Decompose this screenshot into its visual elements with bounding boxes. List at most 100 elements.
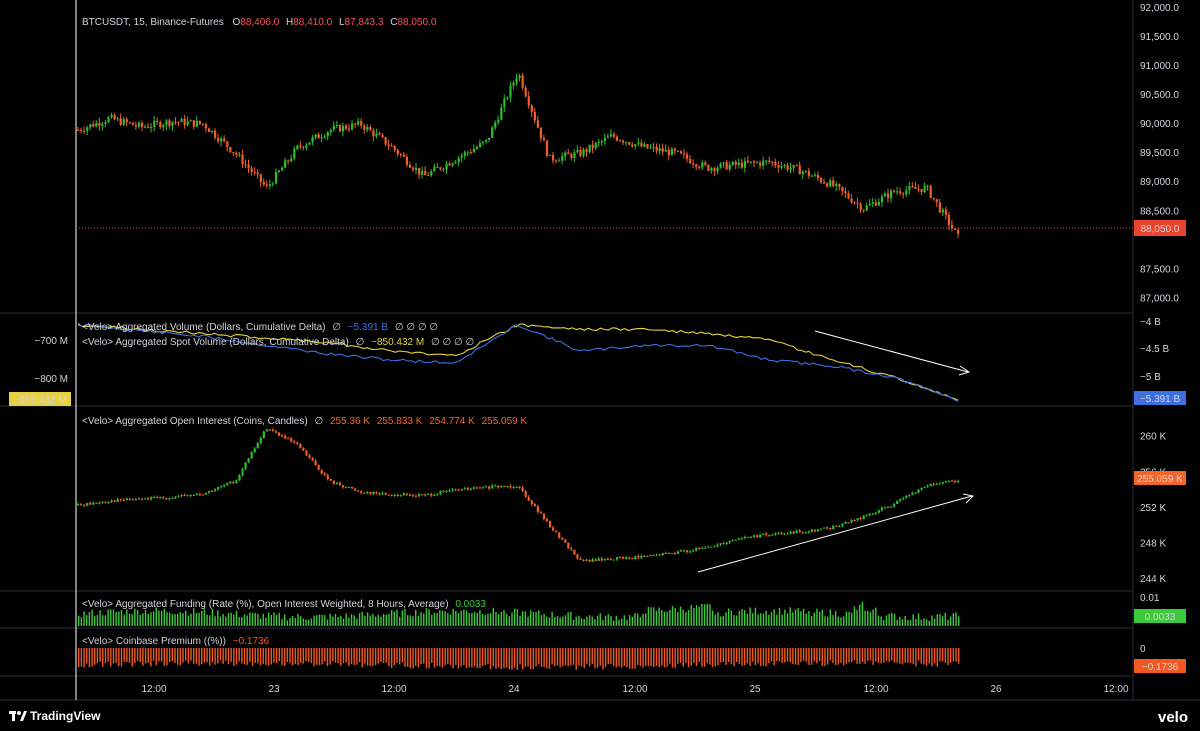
funding-bar xyxy=(366,612,369,626)
oi-candle xyxy=(917,489,920,493)
premium-axis-label: 0 xyxy=(1140,644,1146,655)
oi-candle xyxy=(658,554,661,556)
oi-candle xyxy=(640,556,643,558)
premium-bar xyxy=(243,648,246,665)
price-candle xyxy=(698,166,701,168)
oi-candle xyxy=(293,441,296,443)
funding-bar xyxy=(698,606,700,626)
premium-bar xyxy=(246,648,248,665)
premium-bar xyxy=(484,648,486,665)
oi-candle xyxy=(77,504,80,506)
funding-bar xyxy=(289,617,291,626)
oi-candle xyxy=(171,498,174,500)
time-axis[interactable]: 12:00 23 12:00 24 12:00 25 12:00 26 12:0… xyxy=(141,684,1128,695)
premium-bar xyxy=(503,648,505,669)
premium-bar xyxy=(353,648,355,666)
premium-bar xyxy=(794,648,797,665)
oi-candle xyxy=(299,443,302,449)
premium-bar xyxy=(112,648,115,664)
price-candle xyxy=(810,175,814,177)
oi-candle xyxy=(338,482,342,486)
funding-bar xyxy=(390,609,393,626)
premium-bar xyxy=(752,648,754,662)
funding-bar xyxy=(300,616,302,626)
price-candle xyxy=(128,122,131,124)
price-candle xyxy=(871,202,874,204)
premium-bar xyxy=(727,648,730,663)
price-candle xyxy=(902,193,905,195)
premium-bar xyxy=(920,648,922,664)
premium-bar xyxy=(693,648,695,664)
price-candle xyxy=(564,152,567,157)
premium-bar xyxy=(468,648,470,668)
premium-bar xyxy=(519,648,521,665)
funding-bar xyxy=(693,607,695,626)
oi-candle xyxy=(527,496,530,501)
tradingview-logo[interactable]: TradingView xyxy=(9,709,101,723)
funding-bar xyxy=(492,607,494,626)
funding-bar xyxy=(489,613,492,626)
premium-bar xyxy=(118,648,120,667)
funding-bar xyxy=(690,605,692,626)
premium-bar xyxy=(96,648,99,664)
premium-bar xyxy=(591,648,593,664)
oi-candle xyxy=(512,487,515,489)
oi-candle xyxy=(378,493,381,495)
premium-bar xyxy=(931,648,933,667)
price-candle xyxy=(335,124,339,127)
funding-bar xyxy=(168,612,171,626)
funding-bar xyxy=(80,617,83,626)
price-candle xyxy=(682,153,686,155)
price-candle xyxy=(372,130,375,137)
oi-candles xyxy=(77,428,960,563)
price-candle xyxy=(488,137,491,140)
premium-bar xyxy=(201,648,203,665)
price-candle xyxy=(357,120,360,125)
funding-tag: 0.0033 xyxy=(1145,612,1176,623)
premium-bar xyxy=(663,648,666,668)
oi-candle xyxy=(214,489,217,492)
premium-bar xyxy=(222,648,224,664)
price-candle xyxy=(591,144,594,149)
premium-bar xyxy=(851,648,853,663)
oi-candle xyxy=(414,495,418,497)
oi-candle xyxy=(271,429,275,432)
oi-candle xyxy=(424,494,427,496)
price-candle xyxy=(445,163,448,170)
premium-bar xyxy=(91,648,93,667)
price-candle xyxy=(311,137,314,143)
premium-bar xyxy=(602,648,604,670)
oi-candle xyxy=(314,460,317,466)
price-candle xyxy=(253,172,256,174)
oi-candle xyxy=(226,483,229,486)
premium-bar xyxy=(647,648,650,667)
premium-bar xyxy=(760,648,762,667)
oi-candle xyxy=(637,556,640,558)
premium-bar xyxy=(687,648,690,668)
price-candle xyxy=(567,152,570,155)
oi-candle xyxy=(436,493,439,495)
premium-bar xyxy=(465,648,468,668)
funding-bar xyxy=(856,609,858,626)
oi-candle xyxy=(427,494,430,496)
price-candle xyxy=(101,124,104,126)
price-candle xyxy=(746,160,750,163)
oi-candle xyxy=(771,534,774,536)
price-candle xyxy=(695,164,698,167)
premium-bar xyxy=(433,648,436,668)
premium-bar xyxy=(94,648,96,665)
premium-bar xyxy=(532,648,535,670)
funding-bar xyxy=(786,613,789,626)
price-candle xyxy=(826,183,829,187)
price-candle xyxy=(819,178,823,183)
price-candle xyxy=(159,122,162,128)
price-candle xyxy=(116,118,119,120)
oi-candle xyxy=(86,503,89,506)
funding-bar xyxy=(762,613,765,626)
premium-bar xyxy=(933,648,936,664)
oi-candle xyxy=(119,499,122,501)
oi-candle xyxy=(798,530,801,533)
price-candle xyxy=(430,171,433,176)
premium-bar xyxy=(923,648,925,665)
